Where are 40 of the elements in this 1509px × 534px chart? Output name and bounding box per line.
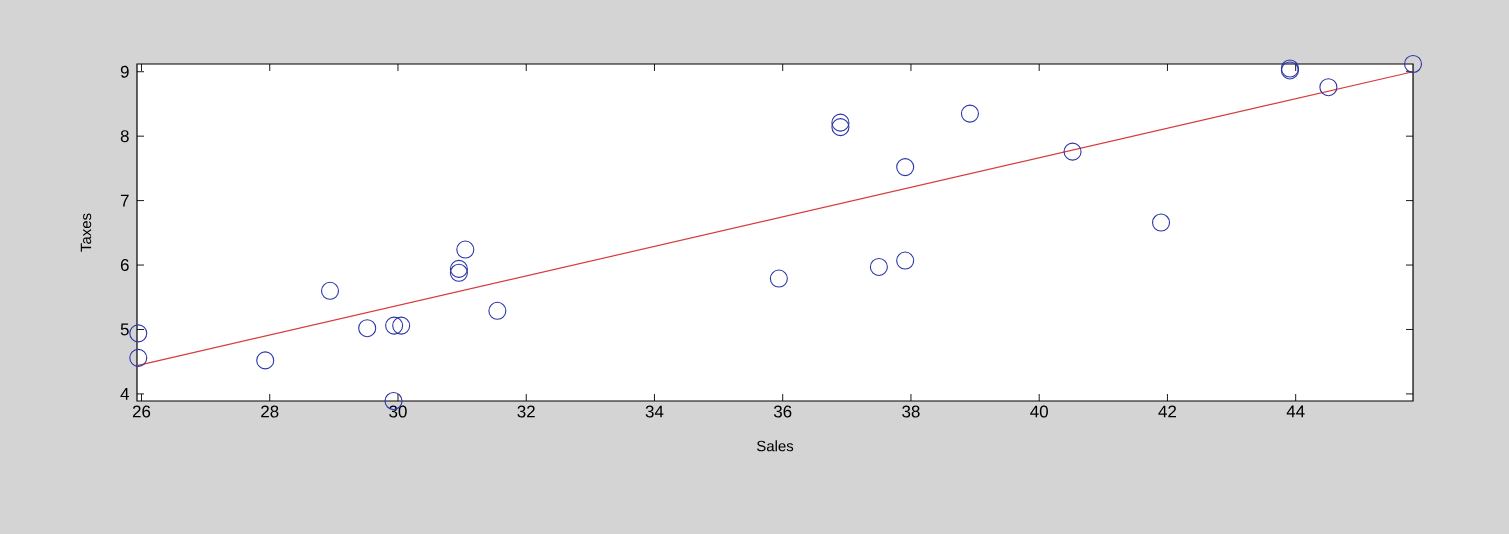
point [1403, 54, 1423, 74]
point [449, 259, 468, 278]
point [1319, 78, 1338, 97]
y-tick-label: 6 [120, 259, 129, 272]
point [385, 316, 404, 335]
x-tick-label: 42 [1158, 405, 1176, 418]
point [831, 118, 850, 137]
point [256, 351, 275, 370]
point [960, 104, 979, 123]
point [320, 281, 340, 300]
y-tick-label: 9 [120, 65, 129, 78]
x-tick-label: 32 [517, 405, 535, 418]
x-tick-label: 44 [1286, 405, 1305, 418]
x-tick-label: 26 [132, 405, 151, 418]
point [449, 263, 468, 282]
point [392, 316, 411, 335]
point [129, 348, 148, 367]
x-axis-title: Sales [756, 440, 794, 452]
y-tick-label: 4 [120, 388, 129, 400]
x-tick-label: 34 [645, 405, 664, 418]
y-tick-label: 5 [120, 323, 129, 336]
x-tick-label: 30 [389, 405, 407, 418]
point [488, 301, 507, 320]
y-tick-label: 7 [120, 194, 129, 207]
point [869, 257, 888, 277]
point [831, 113, 850, 132]
point [129, 324, 148, 343]
point [1063, 142, 1082, 161]
point [896, 158, 915, 177]
point [769, 269, 788, 288]
x-tick-label: 28 [261, 405, 279, 418]
x-tick-label: 38 [902, 405, 920, 418]
point [1151, 213, 1171, 232]
point [896, 251, 915, 270]
y-tick-label: 8 [120, 130, 129, 143]
point [456, 240, 475, 259]
x-tick-label: 36 [773, 405, 792, 418]
y-axis-title: Taxes [80, 213, 92, 252]
x-tick-label: 40 [1030, 405, 1048, 418]
point [358, 319, 377, 338]
